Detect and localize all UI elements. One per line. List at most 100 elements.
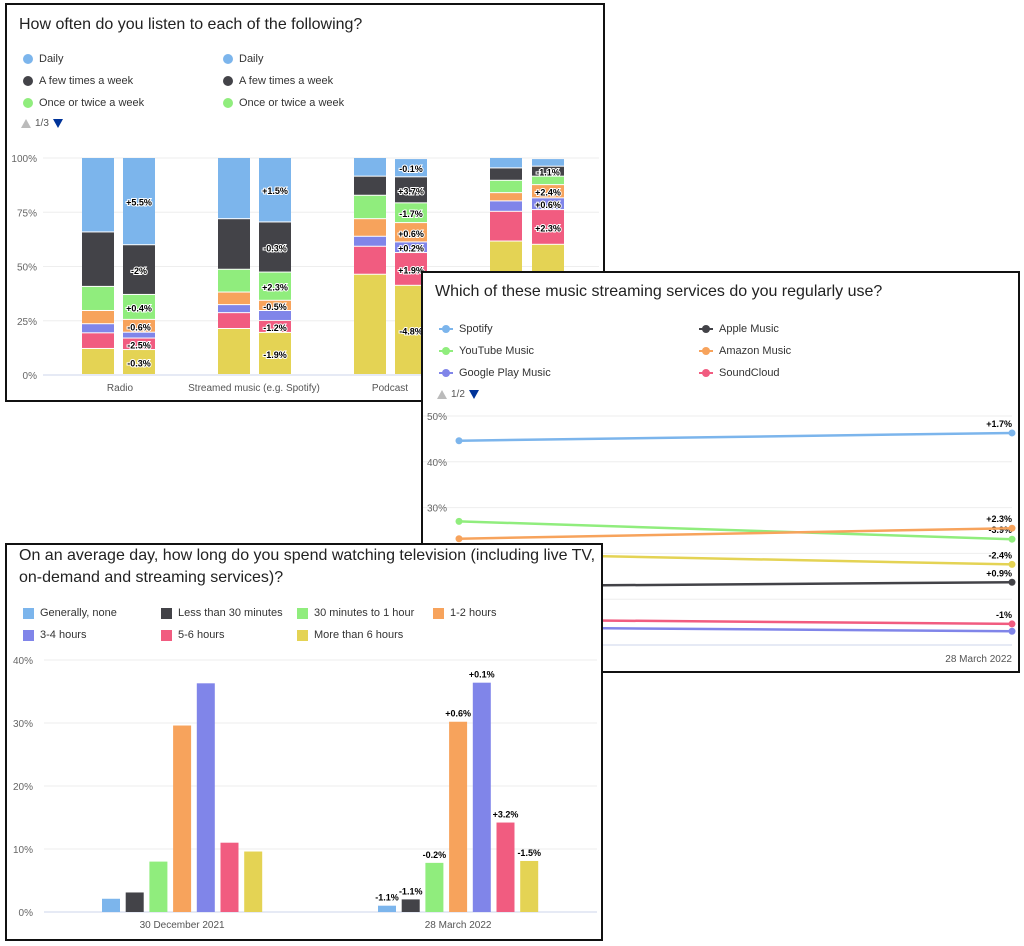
legend-item[interactable]: Less than 30 minutes — [161, 607, 283, 619]
pager-down-icon[interactable] — [52, 119, 63, 128]
legend-pager: 1/3 — [21, 118, 63, 129]
bar-segment — [354, 195, 386, 219]
legend-item[interactable]: Google Play Music — [439, 367, 551, 379]
bar-segment — [218, 328, 250, 374]
chart-title: Which of these music streaming services … — [435, 283, 883, 300]
chart-title-line-1: On an average day, how long do you spend… — [19, 547, 596, 564]
bar-segment — [82, 232, 114, 286]
bar-segment — [532, 159, 564, 166]
bar — [173, 725, 192, 912]
data-label: -2.4% — [988, 550, 1012, 560]
data-point — [1008, 578, 1016, 586]
bar-segment — [259, 332, 291, 374]
y-tick-label: 75% — [17, 208, 37, 219]
pager-up-icon[interactable] — [21, 119, 31, 128]
legend-item[interactable]: Amazon Music — [699, 345, 791, 357]
legend-item[interactable]: 30 minutes to 1 hour — [297, 607, 414, 619]
legend-marker-icon — [23, 607, 34, 619]
bar-segment — [218, 292, 250, 305]
data-point — [1008, 560, 1016, 568]
data-label: -0.3% — [263, 244, 287, 254]
data-point — [1008, 535, 1016, 543]
data-point — [455, 535, 463, 543]
legend-marker-icon — [23, 54, 33, 64]
bar-segment — [395, 159, 427, 177]
bar — [496, 822, 515, 912]
data-label: -2.5% — [127, 340, 151, 350]
y-tick-label: 0% — [23, 371, 38, 382]
grouped-bar-chart: 0% 10% 20% 30% 40% 30 December 2021 28 March 2… — [13, 656, 597, 931]
legend-item[interactable]: SoundCloud — [699, 367, 780, 379]
bar — [520, 860, 539, 912]
x-tick-label: 30 December 2021 — [140, 920, 225, 931]
legend-label: Less than 30 minutes — [178, 607, 283, 619]
bar-segment — [490, 193, 522, 201]
legend-label: 5-6 hours — [178, 629, 225, 641]
data-label: -0.6% — [127, 322, 151, 332]
legend-marker-icon — [297, 629, 308, 641]
legend-marker-icon — [297, 607, 308, 619]
x-tick-label: Radio — [107, 383, 134, 394]
bar-segment — [490, 211, 522, 241]
bar-segment — [259, 310, 291, 320]
legend-item-daily[interactable]: Daily — [23, 53, 63, 65]
data-label: +1.9% — [398, 265, 424, 275]
data-label: +3.7% — [398, 186, 424, 196]
bar-segment — [259, 158, 291, 222]
data-label: +0.6% — [398, 229, 424, 239]
legend-item-few-times-2[interactable]: A few times a week — [223, 75, 333, 87]
data-label: +1.5% — [262, 186, 288, 196]
data-label: -4.8% — [399, 326, 423, 336]
legend-label: More than 6 hours — [314, 629, 404, 641]
data-point — [1008, 429, 1016, 437]
bar — [102, 898, 120, 912]
bar-segment — [395, 223, 427, 242]
bar-segment — [395, 177, 427, 203]
bar-segment — [490, 158, 522, 168]
legend-item-few-times[interactable]: A few times a week — [23, 75, 133, 87]
legend-item[interactable]: YouTube Music — [439, 345, 534, 357]
pager-up-icon[interactable] — [437, 390, 447, 399]
legend-label: Daily — [239, 53, 264, 65]
legend-marker-icon — [699, 369, 713, 377]
pager-down-icon[interactable] — [468, 390, 479, 399]
legend-item-daily-2[interactable]: Daily — [223, 53, 263, 65]
y-tick-label: 30% — [427, 504, 447, 515]
legend-label: Apple Music — [719, 323, 779, 335]
y-tick-label: 50% — [427, 412, 447, 423]
legend-label: Daily — [39, 53, 64, 65]
legend-label: 3-4 hours — [40, 629, 87, 641]
bar-segment — [259, 222, 291, 272]
bar-segment — [82, 286, 114, 310]
bar-segment — [490, 180, 522, 193]
data-label: +2.4% — [535, 188, 561, 198]
legend-item[interactable]: 3-4 hours — [23, 629, 86, 641]
bar — [196, 683, 215, 912]
tv-watching-panel: On an average day, how long do you spend… — [5, 543, 603, 941]
bar-segment — [123, 338, 155, 350]
data-label: +1.7% — [986, 419, 1012, 429]
legend-item-once-twice[interactable]: Once or twice a week — [23, 97, 144, 109]
chart-title: How often do you listen to each of the f… — [19, 16, 363, 33]
y-tick-label: 30% — [13, 719, 33, 730]
bar — [425, 862, 444, 912]
legend-item[interactable]: Apple Music — [699, 323, 779, 335]
bar-segment — [218, 313, 250, 328]
data-point — [1008, 620, 1016, 628]
bar-segment — [123, 245, 155, 294]
legend-item[interactable]: 5-6 hours — [161, 629, 224, 641]
bar-segment — [218, 219, 250, 269]
legend-item-once-twice-2[interactable]: Once or twice a week — [223, 97, 344, 109]
data-label: -0.5% — [263, 302, 287, 312]
legend-label: A few times a week — [239, 75, 334, 87]
data-label: -1% — [996, 610, 1012, 620]
bar-segment — [395, 203, 427, 223]
bar — [220, 842, 239, 912]
legend-item[interactable]: Generally, none — [23, 607, 117, 619]
legend-item[interactable]: More than 6 hours — [297, 629, 403, 641]
legend-item[interactable]: Spotify — [439, 323, 493, 335]
legend-label: Amazon Music — [719, 345, 792, 357]
legend-item[interactable]: 1-2 hours — [433, 607, 496, 619]
bar-segment — [532, 198, 564, 210]
bar-segment — [354, 274, 386, 374]
